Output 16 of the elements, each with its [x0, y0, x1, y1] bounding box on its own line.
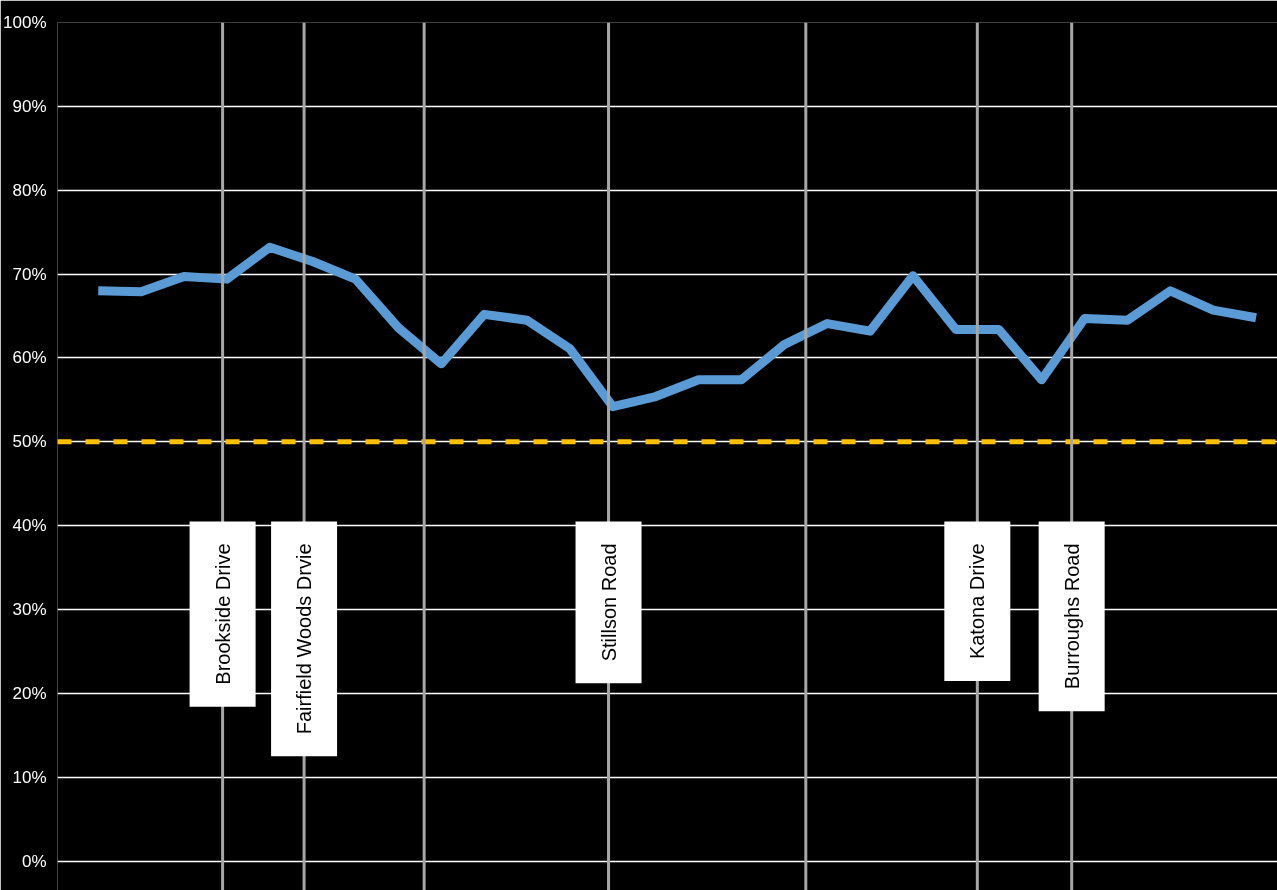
annotation: Katona Drive: [966, 543, 989, 660]
y-tick-label: 70%: [12, 264, 47, 284]
y-tick-label: 10%: [12, 767, 47, 787]
y-tick-label: 50%: [12, 432, 47, 452]
y-tick-label: 80%: [12, 180, 47, 200]
y-tick-label: 0%: [21, 851, 47, 871]
y-tick-label: 100%: [3, 13, 47, 32]
y-tick-label: 20%: [12, 683, 47, 703]
y-tick-label: 30%: [12, 600, 47, 620]
annotation: Burroughs Road: [1060, 543, 1083, 690]
annotation: Fairfield Woods Drvie: [293, 543, 316, 735]
annotation: Brookside Drive: [211, 543, 234, 685]
y-tick-label: 90%: [12, 96, 47, 116]
annotation: Stillson Road: [597, 543, 620, 662]
y-tick-label: 40%: [12, 516, 47, 536]
y-tick-label: 60%: [12, 348, 47, 368]
